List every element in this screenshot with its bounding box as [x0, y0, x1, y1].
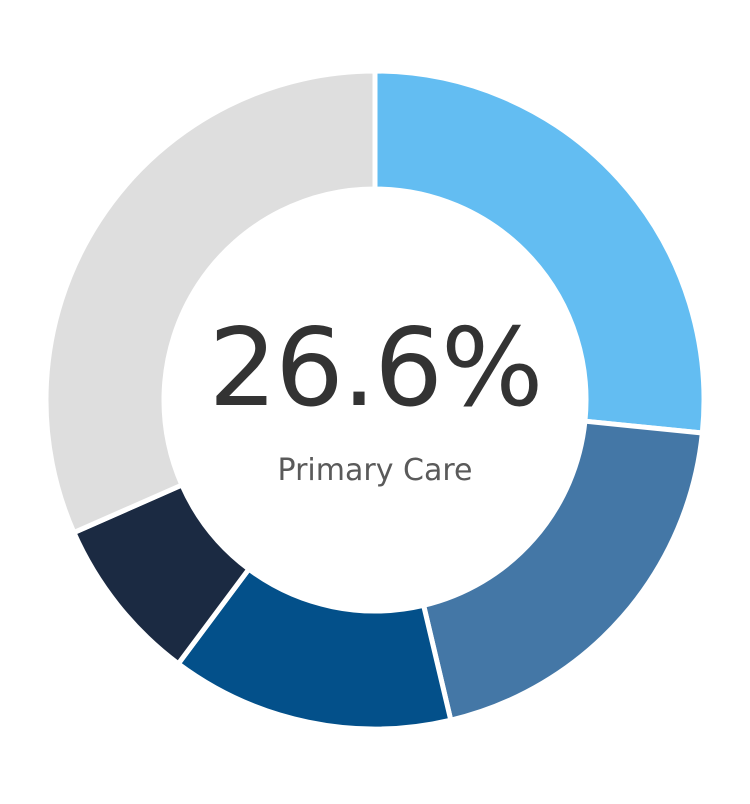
donut-slice-2	[420, 418, 706, 724]
center-category-label: Primary Care	[277, 453, 473, 488]
donut-slice-5	[43, 68, 378, 536]
donut-slice-1	[372, 68, 707, 436]
center-value: 26.6%	[208, 306, 543, 431]
